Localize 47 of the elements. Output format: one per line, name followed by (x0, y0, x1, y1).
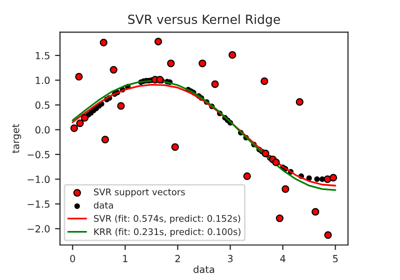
chart-title: SVR versus Kernel Ridge (128, 14, 280, 26)
point (276, 214, 284, 222)
point (154, 38, 162, 46)
point (272, 158, 280, 166)
point (171, 143, 179, 151)
point (243, 172, 251, 180)
x-tick-label: 2 (175, 254, 180, 262)
y-axis-title: target (12, 124, 22, 154)
point (282, 185, 290, 193)
x-tick-label: 0 (70, 254, 76, 262)
point (211, 80, 219, 88)
point (156, 76, 164, 84)
y-tick-label: −0.5 (28, 150, 50, 158)
legend-label: data (94, 202, 113, 209)
y-tick-label: 0.0 (35, 126, 50, 134)
y-tick-label: −1.0 (28, 176, 50, 184)
point (117, 102, 125, 110)
legend-label: SVR support vectors (94, 188, 185, 198)
point (167, 60, 175, 68)
point (198, 60, 206, 68)
point (262, 150, 270, 158)
point (75, 72, 83, 81)
point (324, 231, 332, 239)
y-tick-label: 1.0 (36, 76, 50, 84)
y-tick-label: −2.0 (28, 225, 50, 232)
x-axis-title: data (194, 266, 214, 274)
y-tick-label: 1.5 (36, 52, 50, 60)
point (228, 51, 236, 59)
y-tick-label: 0.5 (35, 101, 50, 109)
point (70, 124, 78, 132)
y-tick-label: −1.5 (28, 200, 50, 208)
point (76, 119, 84, 128)
x-tick-label: 4 (280, 255, 286, 262)
point (260, 77, 268, 86)
point (312, 208, 320, 216)
x-tick-label: 3 (228, 254, 233, 262)
legend-label: SVR (fit: 0.574s, predict: 0.152s) (94, 214, 240, 224)
x-tick-label: 1 (123, 255, 128, 262)
point (314, 176, 320, 182)
point (329, 174, 338, 182)
x-tick-label: 5 (333, 255, 338, 262)
point (110, 66, 118, 74)
point (100, 38, 108, 46)
point (101, 136, 110, 144)
point (296, 98, 304, 106)
legend-label: KRR (fit: 0.231s, predict: 0.100s) (94, 228, 240, 237)
point (80, 114, 89, 122)
